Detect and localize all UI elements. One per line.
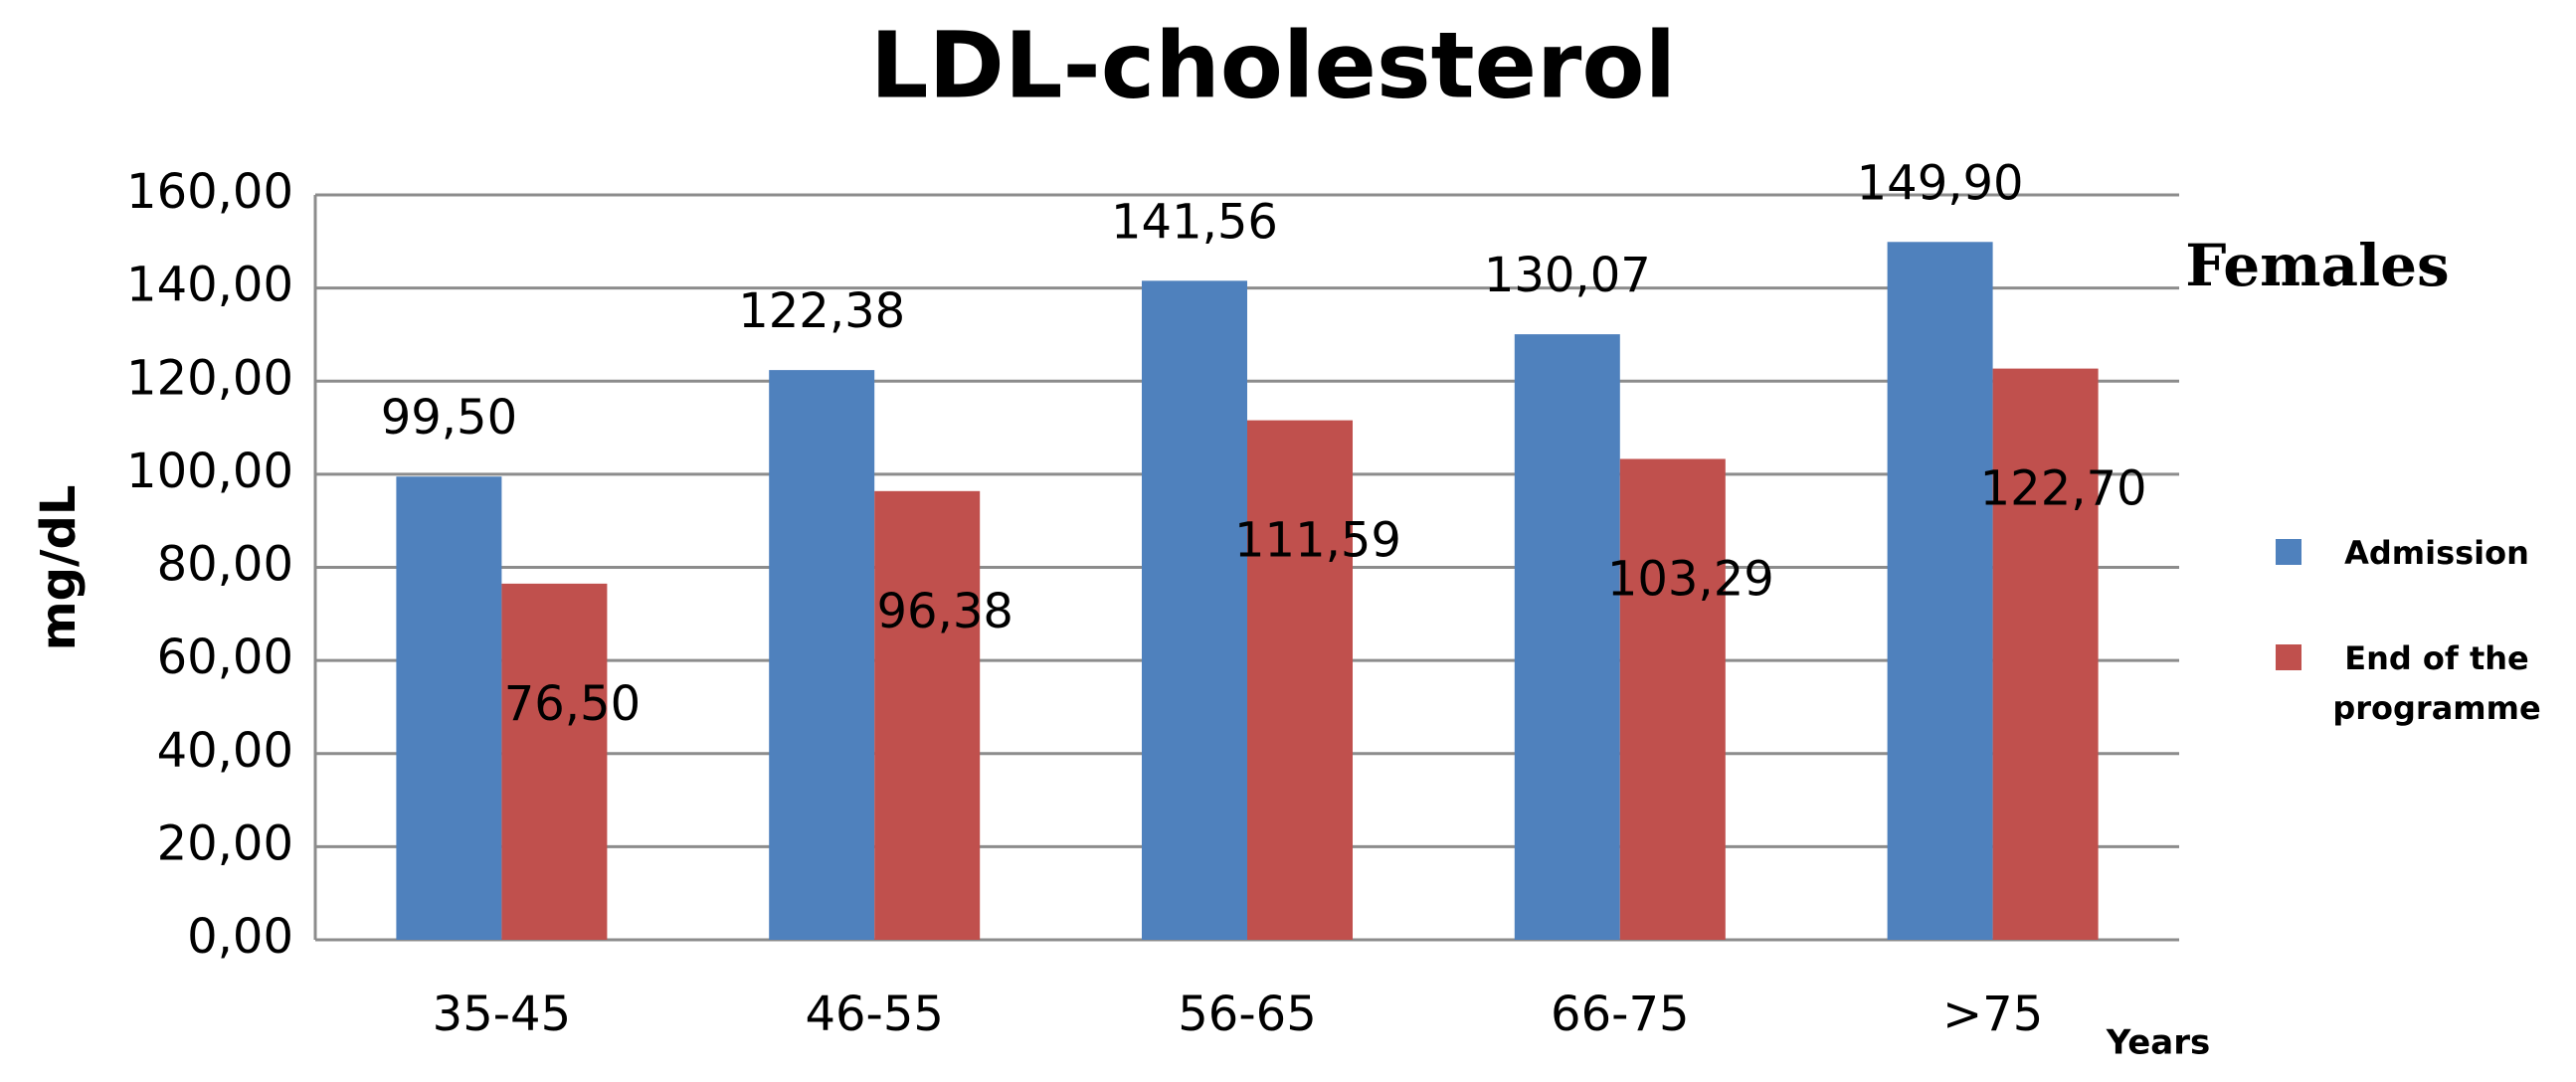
bar [1514,334,1620,940]
value-label: 122,70 [1980,461,2147,517]
bar [1247,420,1353,940]
x-tick-label: 56-65 [1178,987,1316,1042]
y-tick-label: 100,00 [126,444,293,499]
y-axis-label: mg/dL [31,485,87,651]
y-tick-label: 80,00 [157,537,293,593]
x-tick-label: 35-45 [433,987,571,1042]
bar [1887,242,1993,940]
bar [874,490,981,940]
value-label: 141,56 [1111,194,1278,250]
y-tick-label: 140,00 [126,258,293,313]
value-label: 111,59 [1234,513,1401,569]
bar [1992,368,2099,941]
chart-title: LDL-cholesterol [870,12,1676,118]
x-axis-label: Years [2106,1023,2211,1063]
legend-swatch [2276,644,2301,670]
chart-subtitle: Females [2185,232,2449,299]
value-label: 149,90 [1857,155,2024,211]
y-tick-label: 60,00 [157,630,293,685]
x-tick-label: 46-55 [805,987,943,1042]
bar [769,370,875,940]
bar [1142,280,1247,940]
y-tick-label: 160,00 [126,164,293,220]
y-tick-label: 20,00 [157,815,293,871]
value-label: 99,50 [381,390,517,446]
bar [1619,458,1726,940]
legend-swatch [2276,539,2301,565]
value-label: 76,50 [504,676,641,732]
y-tick-label: 120,00 [126,350,293,406]
bar [396,476,502,940]
y-tick-label: 0,00 [187,909,293,965]
legend-label: End of the programme [2332,639,2541,727]
value-label: 103,29 [1607,551,1774,607]
x-tick-label: >75 [1942,987,2043,1042]
y-tick-label: 40,00 [157,723,293,779]
value-label: 96,38 [876,584,1012,639]
value-label: 122,38 [738,283,905,339]
legend-label: Admission [2344,534,2529,572]
bar [501,583,608,940]
value-label: 130,07 [1484,248,1651,303]
x-tick-label: 66-75 [1551,987,1689,1042]
